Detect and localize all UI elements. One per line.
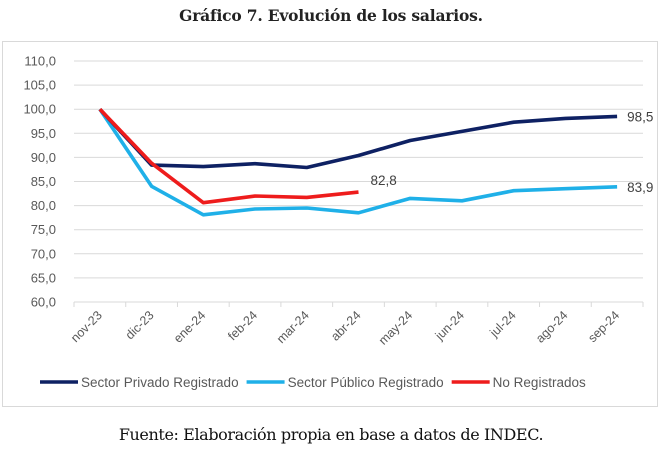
legend-label: Sector Privado Registrado bbox=[81, 375, 239, 390]
x-tick-label: feb-24 bbox=[225, 308, 260, 343]
data-point bbox=[408, 196, 412, 200]
data-point bbox=[305, 195, 309, 199]
data-point bbox=[201, 165, 205, 169]
y-tick-label: 90,0 bbox=[31, 150, 56, 165]
data-point bbox=[357, 190, 361, 194]
data-point bbox=[305, 206, 309, 210]
data-point bbox=[460, 129, 464, 133]
series-line-no-registrados bbox=[98, 107, 359, 205]
data-label-publico: 83,9 bbox=[627, 180, 653, 195]
y-tick-label: 60,0 bbox=[31, 295, 56, 310]
legend-label: Sector Público Registrado bbox=[288, 375, 444, 390]
data-point bbox=[460, 199, 464, 203]
x-tick-label: dic-23 bbox=[123, 308, 157, 342]
data-point bbox=[253, 162, 257, 166]
data-point bbox=[512, 120, 516, 124]
data-point bbox=[563, 187, 567, 191]
x-tick-label: mar-24 bbox=[274, 308, 312, 346]
data-point bbox=[408, 139, 412, 143]
data-point bbox=[150, 161, 154, 165]
data-point bbox=[98, 107, 102, 111]
x-tick-label: abr-24 bbox=[328, 308, 363, 343]
data-point bbox=[615, 114, 619, 118]
x-tick-label: may-24 bbox=[376, 308, 415, 347]
data-point bbox=[150, 184, 154, 188]
x-tick-label: nov-23 bbox=[68, 308, 105, 345]
y-tick-label: 80,0 bbox=[31, 198, 56, 213]
data-point bbox=[305, 166, 309, 170]
chart-frame bbox=[2, 41, 658, 407]
series-line-sector-p-blico-registrado bbox=[98, 108, 618, 217]
data-point bbox=[201, 201, 205, 205]
data-point bbox=[253, 194, 257, 198]
data-label-privado: 98,5 bbox=[627, 109, 653, 124]
data-point bbox=[201, 213, 205, 217]
y-tick-label: 110,0 bbox=[24, 54, 56, 69]
y-tick-label: 105,0 bbox=[23, 78, 56, 93]
y-tick-label: 70,0 bbox=[31, 246, 56, 261]
x-tick-label: sep-24 bbox=[585, 308, 622, 345]
x-tick-label: ene-24 bbox=[171, 308, 208, 345]
chart-title: Gráfico 7. Evolución de los salarios. bbox=[179, 6, 483, 25]
data-point bbox=[615, 185, 619, 189]
data-point bbox=[563, 116, 567, 120]
legend-label: No Registrados bbox=[493, 375, 586, 390]
y-tick-label: 65,0 bbox=[31, 270, 56, 285]
data-point bbox=[512, 189, 516, 193]
y-tick-label: 75,0 bbox=[31, 222, 56, 237]
y-tick-label: 100,0 bbox=[23, 102, 56, 117]
source-note: Fuente: Elaboración propia en base a dat… bbox=[118, 425, 544, 444]
x-tick-label: jul-24 bbox=[487, 308, 519, 340]
y-tick-label: 85,0 bbox=[31, 174, 56, 189]
data-point bbox=[253, 207, 257, 211]
data-point bbox=[357, 211, 361, 215]
data-label-no-registrados: 82,8 bbox=[371, 173, 397, 188]
data-point bbox=[357, 153, 361, 157]
y-tick-label: 95,0 bbox=[31, 126, 56, 141]
x-tick-label: jun-24 bbox=[432, 308, 467, 343]
x-tick-label: ago-24 bbox=[533, 308, 570, 345]
series-line-sector-privado-registrado bbox=[98, 107, 618, 170]
